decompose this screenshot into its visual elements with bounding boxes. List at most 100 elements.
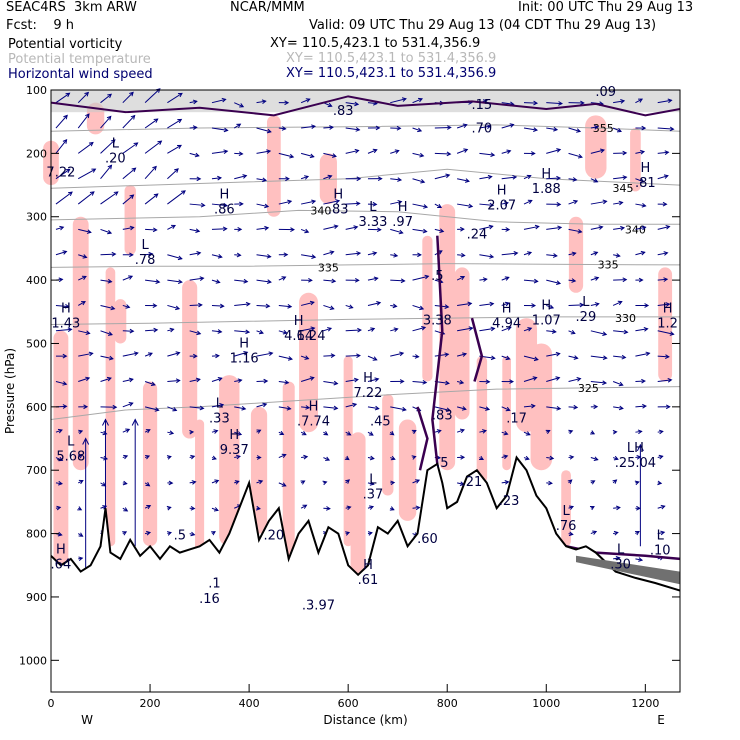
wind-arrow [345,329,361,332]
wind-arrowhead [372,251,378,256]
y-tick-label: 800 [26,528,47,541]
wind-arrowhead [107,93,113,99]
extremum-marker: H [502,301,512,316]
extremum-value: .5 [174,529,186,544]
wind-arrow [301,254,316,258]
wind-arrowhead [153,327,159,333]
wind-arrow [145,253,153,256]
pv-blob [219,375,240,547]
y-tick-label: 300 [26,211,47,224]
extremum-value: .76 [556,519,577,534]
wind-arrowhead [194,152,200,158]
wind-arrowhead [593,251,599,256]
extremum-value: 1.2 [657,316,678,331]
wind-arrow [256,203,269,208]
wind-arrowhead [354,148,360,154]
wind-arrowhead [59,225,65,231]
wind-arrow [657,151,669,154]
wind-arrow [568,200,578,205]
wind-arrowhead [330,353,336,359]
wind-arrowhead [329,250,335,255]
wind-arrowhead [393,327,399,332]
extremum-value: 4.94 [492,316,521,331]
wind-arrowhead [219,303,225,309]
wind-arrow [501,302,510,306]
wind-arrowhead [327,102,333,108]
extremum-value: .23 [499,494,520,509]
wind-arrow [167,168,179,180]
wind-arrow [234,175,247,180]
wind-arrowhead [62,250,68,255]
wind-arrowhead [85,113,90,119]
wind-arrowhead [592,530,598,535]
extremum-marker: H [219,187,229,202]
west-label: W [81,713,93,727]
wind-arrow [100,304,115,310]
wind-arrow [145,329,158,332]
wind-arrow [122,378,133,382]
wind-arrowhead [573,355,579,360]
wind-arrowhead [577,229,583,234]
wind-arrow [412,275,429,281]
wind-arrowhead [235,454,241,460]
wind-arrow [300,175,309,180]
wind-arrow [501,150,511,154]
wind-arrow [523,355,538,361]
wind-arrow [546,353,560,357]
wind-arrow [657,379,672,382]
wind-arrowhead [122,531,128,536]
wind-arrowhead [486,124,492,129]
wind-arrowhead [594,276,600,281]
wind-arrow [55,304,69,308]
wind-arrow [590,355,607,359]
wind-arrow [256,150,271,154]
wind-arrow [390,279,405,282]
wind-arrow [613,330,628,333]
extremum-value: .5 [436,456,448,471]
extremum-value: 5.68 [56,450,85,465]
wind-arrowhead [436,429,442,434]
wind-arrowhead [287,356,293,361]
wind-arrowhead [660,530,666,536]
wind-arrowhead [602,380,608,386]
wind-arrowhead [64,303,70,309]
wind-arrow [390,178,402,181]
wind-arrowhead [567,479,573,485]
wind-arrowhead [620,99,626,104]
wind-arrowhead [125,428,131,433]
wind-arrowhead [612,429,618,435]
wind-arrowhead [568,429,574,435]
wind-arrow [568,127,581,132]
extremum-marker: H [398,200,408,215]
wind-arrow [278,304,292,308]
wind-arrow [590,149,605,154]
y-tick-label: 600 [26,401,47,414]
wind-arrowhead [369,481,375,486]
wind-arrow [323,457,330,461]
wind-arrow [145,228,157,231]
wind-arrow [345,252,361,256]
wind-arrowhead [390,480,396,486]
wind-arrowhead [389,506,395,511]
wind-arrowhead [468,203,474,209]
wind-arrow [323,304,334,310]
wind-arrowhead [223,149,229,154]
wind-arrow [590,457,598,461]
wind-arrowhead [131,167,137,173]
wind-arrow [144,352,153,357]
wind-arrowhead [106,115,112,121]
wind-arrowhead [419,152,425,158]
wind-arrow [323,279,336,282]
wind-arrowhead [527,327,533,332]
wind-arrowhead [129,91,134,97]
wind-arrowhead [85,376,91,382]
field-name-theta: Potential temperature [8,52,151,67]
wind-arrow [546,254,557,257]
wind-arrowhead [424,274,430,280]
wind-arrowhead [460,252,466,258]
wind-arrow [479,406,490,410]
wind-arrow [55,251,67,256]
wind-arrowhead [58,480,63,486]
wind-arrowhead [329,305,335,311]
pv-blob [350,432,366,578]
